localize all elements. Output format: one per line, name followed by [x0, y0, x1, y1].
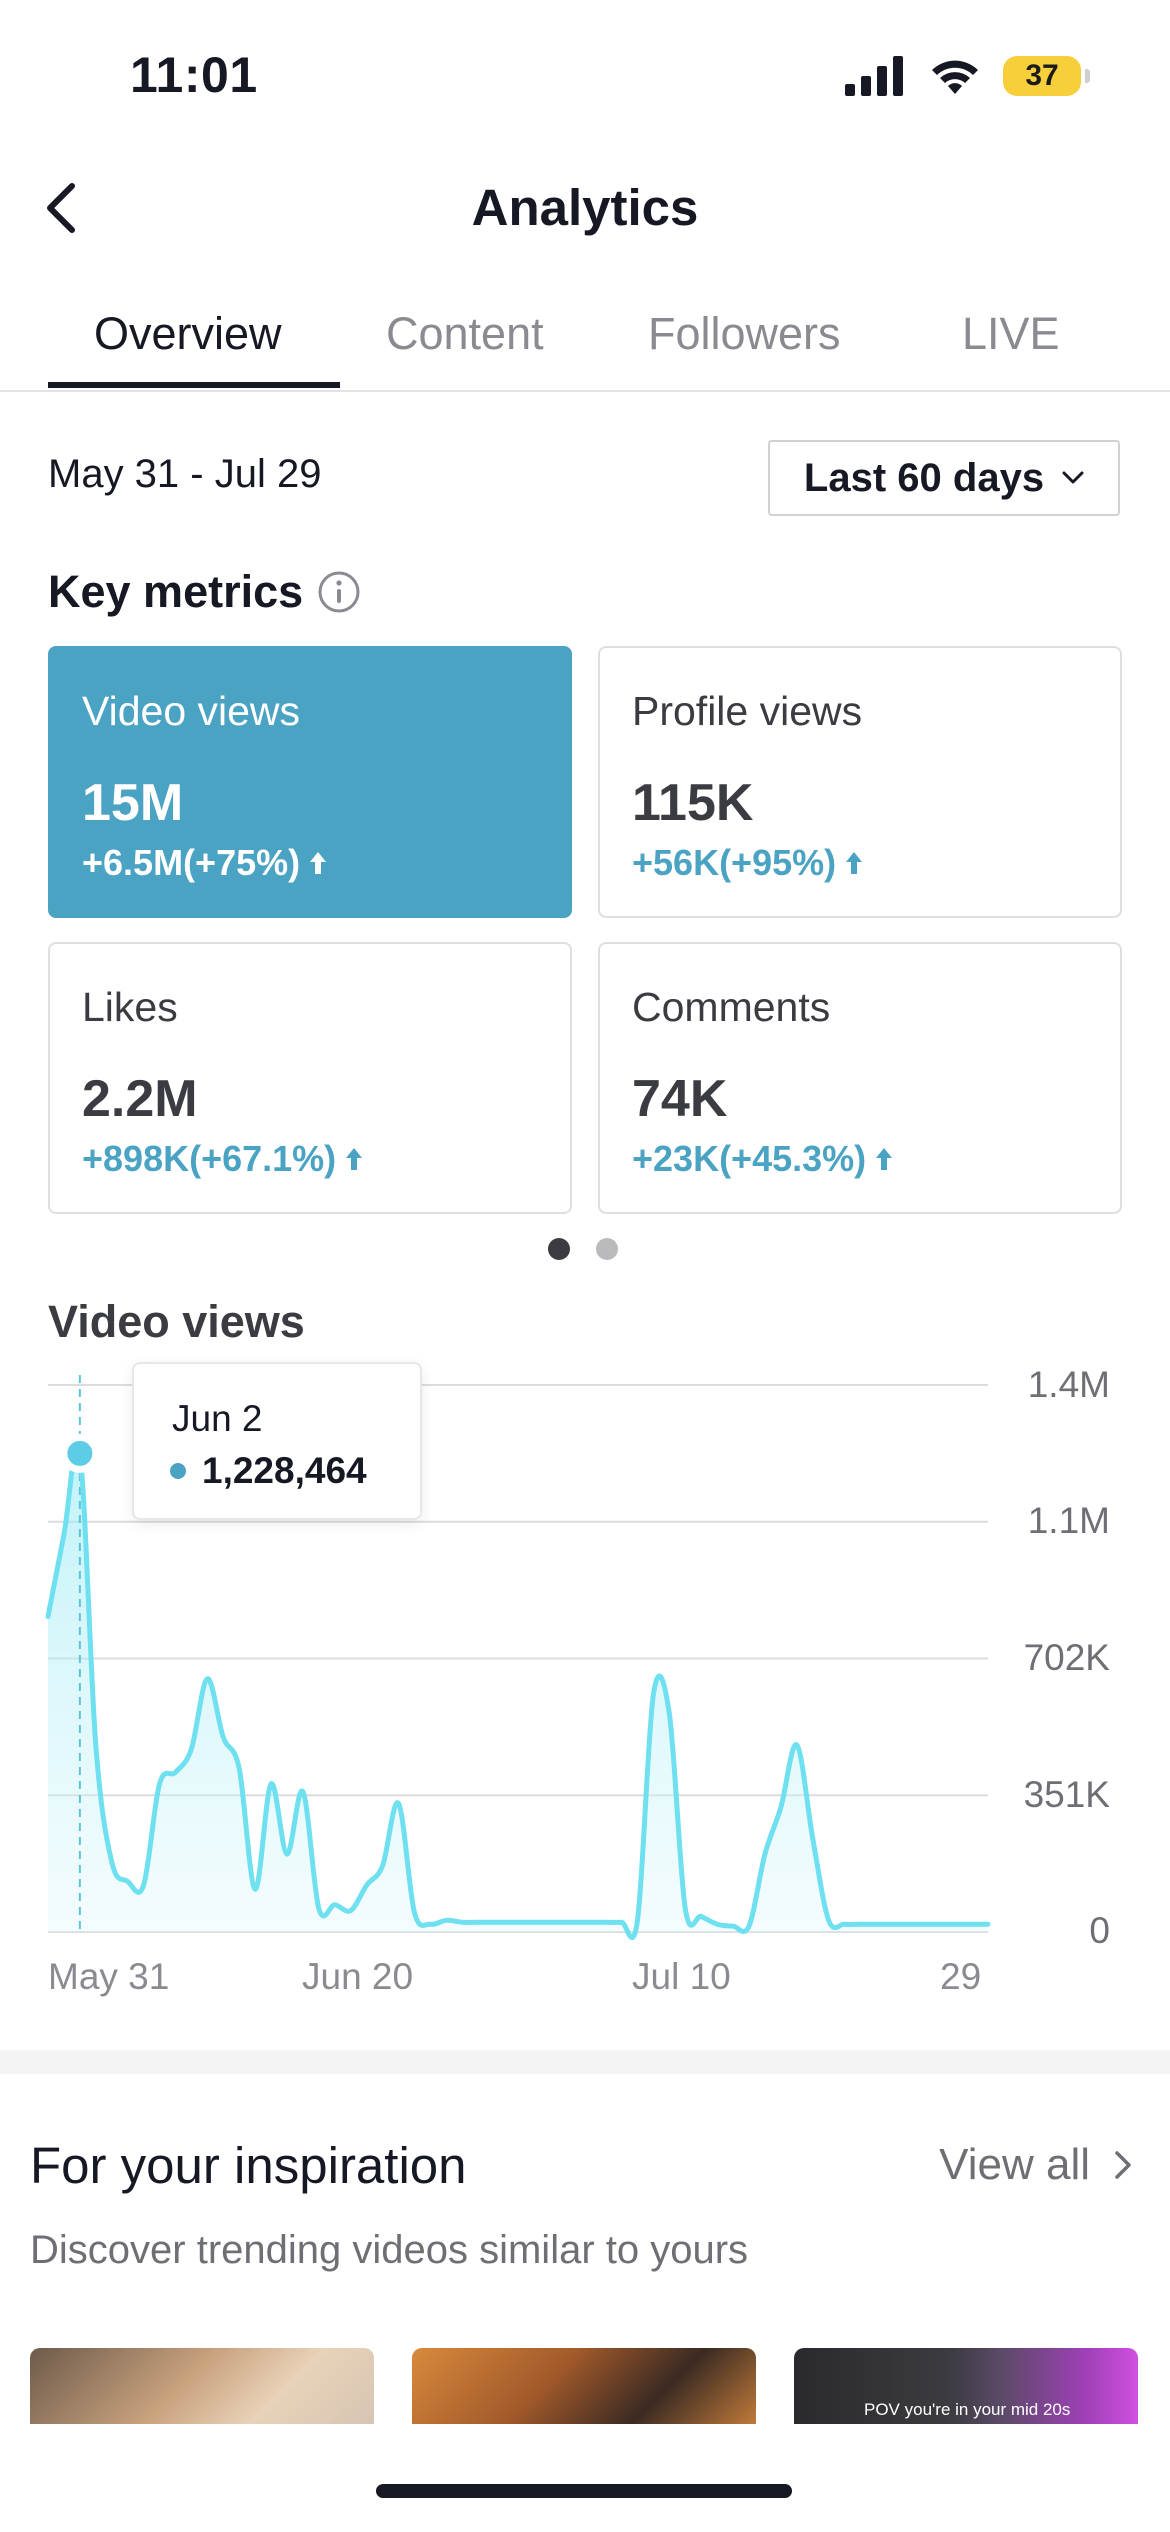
battery-icon: 37	[1003, 56, 1081, 96]
y-tick-label: 1.4M	[1027, 1364, 1110, 1405]
x-tick-label: Jun 20	[302, 1956, 414, 1997]
metric-label: Likes	[82, 984, 178, 1030]
video-thumbnail[interactable]	[30, 2348, 374, 2424]
page-title: Analytics	[471, 179, 699, 236]
metric-change: +56K(+95%)	[632, 842, 864, 884]
tab-overview[interactable]: Overview	[94, 308, 282, 359]
metric-card-profile-views[interactable]: Profile views 115K +56K(+95%)	[598, 646, 1122, 918]
status-time: 11:01	[130, 47, 258, 103]
metric-change: +898K(+67.1%)	[82, 1138, 364, 1180]
chart-title: Video views	[48, 1296, 305, 1347]
inspiration-subtitle: Discover trending videos similar to your…	[30, 2228, 749, 2272]
info-icon[interactable]	[317, 570, 361, 614]
battery-nub	[1085, 69, 1090, 83]
page-dot-active[interactable]	[548, 1238, 570, 1260]
y-tick-label: 702K	[1023, 1637, 1110, 1678]
tooltip-value: 1,228,464	[202, 1450, 367, 1491]
arrow-up-icon	[846, 852, 863, 874]
tab-active-indicator	[48, 382, 340, 388]
video-views-chart[interactable]	[0, 1360, 1170, 1960]
date-range-select[interactable]: Last 60 days	[768, 440, 1120, 516]
tab-followers[interactable]: Followers	[648, 308, 841, 359]
range-select-value: Last 60 days	[803, 455, 1045, 500]
thumbnail-caption: POV you're in your mid 20s	[864, 2400, 1071, 2419]
date-range: May 31 - Jul 29	[48, 452, 322, 496]
x-tick-label: 29	[940, 1956, 982, 1997]
metric-change-text: +898K(+67.1%)	[82, 1138, 337, 1179]
inspiration-title: For your inspiration	[30, 2137, 467, 2194]
metric-value: 15M	[82, 774, 184, 832]
metric-change: +6.5M(+75%)	[82, 842, 328, 884]
x-tick-label: Jul 10	[632, 1956, 731, 1997]
status-icons: 37	[845, 56, 1090, 96]
key-metrics-label: Key metrics	[48, 566, 304, 617]
metric-change-text: +23K(+45.3%)	[632, 1138, 867, 1179]
metric-change-text: +56K(+95%)	[632, 842, 837, 883]
arrow-up-icon	[876, 1148, 893, 1170]
metric-card-video-views[interactable]: Video views 15M +6.5M(+75%)	[48, 646, 572, 918]
y-tick-label: 0	[1089, 1910, 1110, 1951]
metric-label: Comments	[632, 984, 831, 1030]
tooltip-series-dot	[170, 1463, 186, 1479]
cellular-signal-icon	[845, 56, 903, 96]
tab-bar: Overview Content Followers LIVE	[0, 290, 1170, 392]
tooltip-value-row: 1,228,464	[170, 1450, 367, 1492]
metric-label: Profile views	[632, 688, 863, 734]
metric-card-comments[interactable]: Comments 74K +23K(+45.3%)	[598, 942, 1122, 1214]
metric-value: 2.2M	[82, 1070, 198, 1128]
view-all-label: View all	[939, 2140, 1090, 2189]
chart-series-line	[45, 1442, 991, 1941]
metric-change-text: +6.5M(+75%)	[82, 842, 301, 883]
x-tick-label: May 31	[48, 1956, 170, 1997]
metric-label: Video views	[82, 688, 301, 734]
video-thumbnail[interactable]: POV you're in your mid 20s	[794, 2348, 1138, 2424]
section-divider	[0, 2050, 1170, 2074]
tooltip-date: Jun 2	[172, 1398, 263, 1439]
metric-card-likes[interactable]: Likes 2.2M +898K(+67.1%)	[48, 942, 572, 1214]
chevron-left-icon	[47, 183, 75, 233]
metric-value: 74K	[632, 1070, 728, 1128]
tab-live[interactable]: LIVE	[962, 308, 1060, 359]
y-tick-label: 351K	[1023, 1774, 1110, 1815]
metric-change: +23K(+45.3%)	[632, 1138, 894, 1180]
video-thumbnail[interactable]	[412, 2348, 756, 2424]
home-indicator[interactable]	[376, 2484, 792, 2498]
page-dot[interactable]	[596, 1238, 618, 1260]
arrow-up-icon	[310, 852, 327, 874]
back-button[interactable]	[44, 178, 94, 238]
view-all-link[interactable]: View all	[939, 2140, 1132, 2190]
key-metrics-title: Key metrics	[48, 566, 361, 618]
chart-data-point-selected[interactable]	[60, 1433, 100, 1473]
metric-value: 115K	[632, 774, 754, 832]
chevron-right-icon	[1115, 2151, 1131, 2179]
tab-content[interactable]: Content	[386, 308, 544, 359]
wifi-icon	[932, 60, 978, 94]
chart-tooltip: Jun 2 1,228,464	[132, 1362, 422, 1520]
y-tick-label: 1.1M	[1027, 1500, 1110, 1541]
chevron-down-icon	[1062, 471, 1084, 484]
arrow-up-icon	[346, 1148, 363, 1170]
